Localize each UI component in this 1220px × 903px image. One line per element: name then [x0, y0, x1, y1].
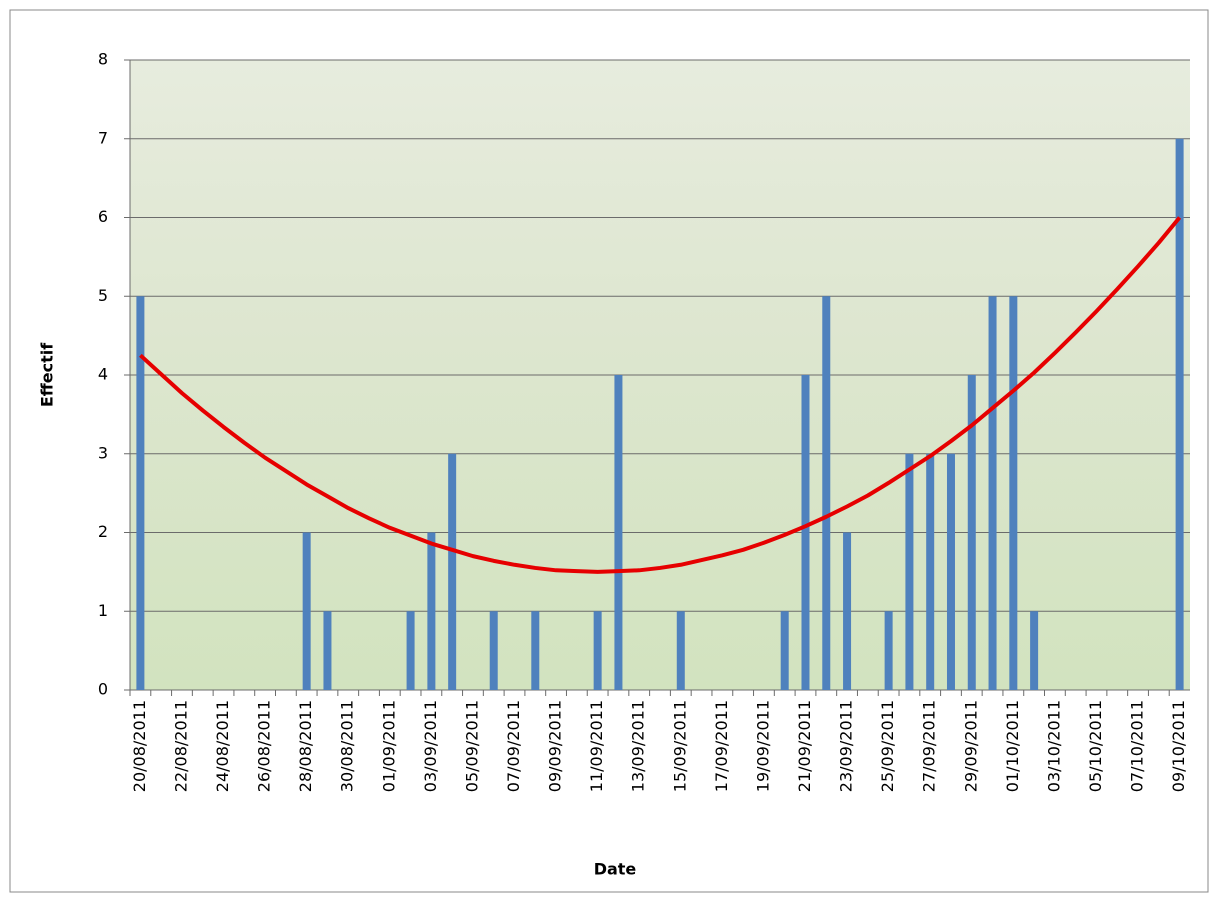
bar [427, 532, 436, 690]
x-tick-label: 11/09/2011 [587, 700, 606, 792]
bar [988, 296, 997, 690]
y-axis-title: Effectif [38, 342, 57, 407]
bar [822, 296, 831, 690]
x-tick-label: 25/09/2011 [878, 700, 897, 792]
bar [1030, 611, 1039, 690]
bar [1175, 138, 1184, 690]
y-tick-label: 1 [98, 601, 108, 620]
bar [967, 375, 976, 690]
bar [302, 532, 311, 690]
x-tick-label: 01/09/2011 [379, 700, 398, 792]
bar [406, 611, 415, 690]
x-tick-label: 07/10/2011 [1128, 700, 1147, 792]
x-tick-label: 30/08/2011 [338, 700, 357, 792]
x-tick-label: 26/08/2011 [255, 700, 274, 792]
x-tick-label: 09/09/2011 [546, 700, 565, 792]
x-tick-label: 28/08/2011 [296, 700, 315, 792]
x-tick-label: 03/10/2011 [1044, 700, 1063, 792]
y-tick-label: 7 [98, 128, 108, 147]
x-tick-label: 29/09/2011 [961, 700, 980, 792]
y-tick-label: 3 [98, 443, 108, 462]
bar [531, 611, 540, 690]
x-tick-label: 05/09/2011 [462, 700, 481, 792]
bar [1009, 296, 1018, 690]
bar [614, 375, 623, 690]
bar [843, 532, 852, 690]
x-tick-label: 07/09/2011 [504, 700, 523, 792]
bar [593, 611, 602, 690]
bar [884, 611, 893, 690]
y-tick-label: 8 [98, 50, 108, 69]
bar [323, 611, 332, 690]
y-tick-label: 0 [98, 680, 108, 699]
x-tick-label: 21/09/2011 [795, 700, 814, 792]
x-tick-label: 17/09/2011 [712, 700, 731, 792]
x-tick-label: 20/08/2011 [130, 700, 149, 792]
x-tick-label: 22/08/2011 [171, 700, 190, 792]
bar [136, 296, 145, 690]
bar [801, 375, 810, 690]
x-tick-label: 15/09/2011 [670, 700, 689, 792]
x-tick-label: 19/09/2011 [753, 700, 772, 792]
trend-line [139, 216, 1182, 574]
bar [926, 453, 935, 690]
x-tick-label: 09/10/2011 [1169, 700, 1188, 792]
y-tick-label: 4 [98, 365, 108, 384]
bar [905, 453, 914, 690]
x-tick-label: 23/09/2011 [837, 700, 856, 792]
x-tick-label: 05/10/2011 [1086, 700, 1105, 792]
x-tick-label: 01/10/2011 [1003, 700, 1022, 792]
bar [780, 611, 789, 690]
bar [448, 453, 457, 690]
y-tick-label: 6 [98, 207, 108, 226]
x-tick-label: 27/09/2011 [920, 700, 939, 792]
y-tick-label: 5 [98, 286, 108, 305]
x-tick-label: 24/08/2011 [213, 700, 232, 792]
bar [946, 453, 955, 690]
x-axis-title: Date [594, 860, 637, 879]
y-tick-label: 2 [98, 522, 108, 541]
x-tick-label: 03/09/2011 [421, 700, 440, 792]
x-tick-label: 13/09/2011 [629, 700, 648, 792]
bar [489, 611, 498, 690]
bar [676, 611, 685, 690]
